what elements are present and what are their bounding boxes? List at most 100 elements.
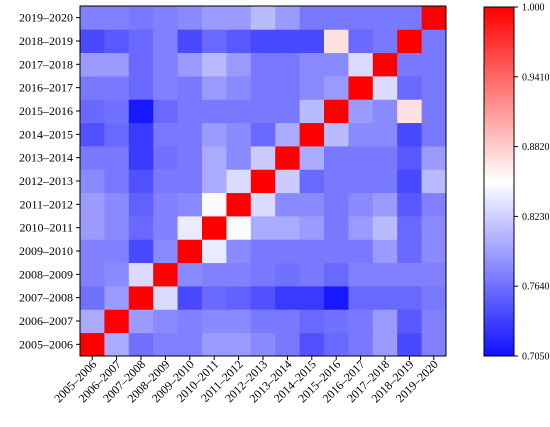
- heatmap-cell: [80, 52, 105, 77]
- heatmap-cell: [250, 262, 276, 287]
- heatmap-cell: [299, 29, 325, 54]
- heatmap-cell: [299, 122, 325, 147]
- heatmap-cell: [348, 309, 374, 334]
- heatmap-cell: [421, 286, 447, 310]
- heatmap-cell: [202, 122, 227, 147]
- heatmap-cell: [250, 76, 276, 100]
- heatmap-cell: [128, 6, 154, 30]
- y-tick-label: 2007–2008: [19, 291, 73, 305]
- heatmap-cell: [324, 76, 349, 100]
- heatmap-cell: [226, 169, 252, 194]
- heatmap-cell: [397, 6, 422, 30]
- heatmap-cell: [324, 216, 349, 240]
- heatmap-cell: [275, 99, 300, 124]
- heatmap-cell: [421, 332, 447, 357]
- heatmap-cell: [299, 169, 325, 194]
- heatmap-cell: [275, 29, 300, 54]
- heatmap-cell: [177, 29, 203, 54]
- heatmap-cell: [202, 76, 227, 100]
- heatmap-cell: [275, 6, 300, 30]
- heatmap-cell: [299, 262, 325, 287]
- heatmap-cell: [275, 52, 300, 77]
- y-tick-label: 2013–2014: [19, 151, 73, 165]
- heatmap-cell: [397, 239, 422, 264]
- heatmap-cell: [226, 99, 252, 124]
- y-tick-label: 2010–2011: [19, 221, 73, 235]
- y-tick-label: 2017–2018: [19, 57, 73, 71]
- heatmap-cell: [177, 52, 203, 77]
- y-tick-label: 2005–2006: [19, 337, 73, 351]
- heatmap-cell: [250, 29, 276, 54]
- heatmap-cell: [275, 239, 300, 264]
- heatmap-cell: [250, 286, 276, 310]
- heatmap-cell: [226, 286, 252, 310]
- heatmap-cell: [299, 146, 325, 170]
- heatmap-cell: [80, 76, 105, 100]
- heatmap-cell: [250, 192, 276, 217]
- y-tick-label: 2009–2010: [19, 244, 73, 258]
- heatmap-cell: [226, 309, 252, 334]
- heatmap-cell: [153, 332, 178, 357]
- heatmap-cell: [250, 52, 276, 77]
- heatmap-cell: [421, 239, 447, 264]
- heatmap-cell: [153, 262, 178, 287]
- heatmap-cell: [104, 99, 130, 124]
- heatmap-cell: [104, 192, 130, 217]
- y-tick-label: 2011–2012: [19, 197, 73, 211]
- heatmap-cell: [299, 286, 325, 310]
- heatmap-cell: [80, 262, 105, 287]
- heatmap-cell: [372, 309, 398, 334]
- heatmap-cell: [153, 6, 178, 30]
- heatmap-cell: [348, 6, 374, 30]
- heatmap-cell: [153, 239, 178, 264]
- heatmap-cell: [202, 216, 227, 240]
- y-tick-label: 2012–2013: [19, 174, 73, 188]
- heatmap-cell: [226, 239, 252, 264]
- heatmap-cell: [128, 216, 154, 240]
- heatmap-cell: [104, 309, 130, 334]
- heatmap-cell: [421, 122, 447, 147]
- y-tick-label: 2019–2020: [19, 11, 73, 25]
- heatmap-cell: [80, 169, 105, 194]
- heatmap-cell: [348, 122, 374, 147]
- y-tick-label: 2016–2017: [19, 81, 73, 95]
- heatmap-cell: [128, 52, 154, 77]
- heatmap-cell: [348, 29, 374, 54]
- heatmap-cell: [372, 6, 398, 30]
- heatmap-cell: [372, 332, 398, 357]
- heatmap-cell: [348, 99, 374, 124]
- heatmap-cell: [275, 169, 300, 194]
- heatmap-cell: [250, 146, 276, 170]
- heatmap-cell: [177, 216, 203, 240]
- heatmap-cell: [397, 169, 422, 194]
- heatmap-cell: [104, 262, 130, 287]
- heatmap-cell: [324, 99, 349, 124]
- heatmap-cell: [348, 239, 374, 264]
- heatmap-cell: [202, 332, 227, 357]
- y-tick-label: 2014–2015: [19, 127, 73, 141]
- heatmap-cell: [324, 169, 349, 194]
- heatmap-cell: [153, 169, 178, 194]
- heatmap-cell: [202, 99, 227, 124]
- heatmap-cell: [202, 192, 227, 217]
- heatmap-cell: [153, 192, 178, 217]
- heatmap-cell: [299, 216, 325, 240]
- heatmap-cell: [372, 239, 398, 264]
- heatmap-cell: [421, 309, 447, 334]
- heatmap-cell: [104, 29, 130, 54]
- heatmap-cell: [128, 332, 154, 357]
- heatmap-cell: [421, 146, 447, 170]
- x-axis: 2005–20062006–20072007–20082008–20092009…: [51, 356, 441, 405]
- heatmap-cell: [421, 192, 447, 217]
- heatmap-cell: [275, 286, 300, 310]
- heatmap-cell: [104, 169, 130, 194]
- heatmap-cell: [299, 332, 325, 357]
- heatmap-cell: [372, 122, 398, 147]
- heatmap-cell: [372, 99, 398, 124]
- heatmap-cell: [348, 286, 374, 310]
- heatmap-cell: [250, 309, 276, 334]
- heatmap-cell: [397, 99, 422, 124]
- heatmap-cell: [421, 99, 447, 124]
- colorbar-tick-label: 0.9410: [522, 72, 550, 83]
- heatmap-cell: [275, 216, 300, 240]
